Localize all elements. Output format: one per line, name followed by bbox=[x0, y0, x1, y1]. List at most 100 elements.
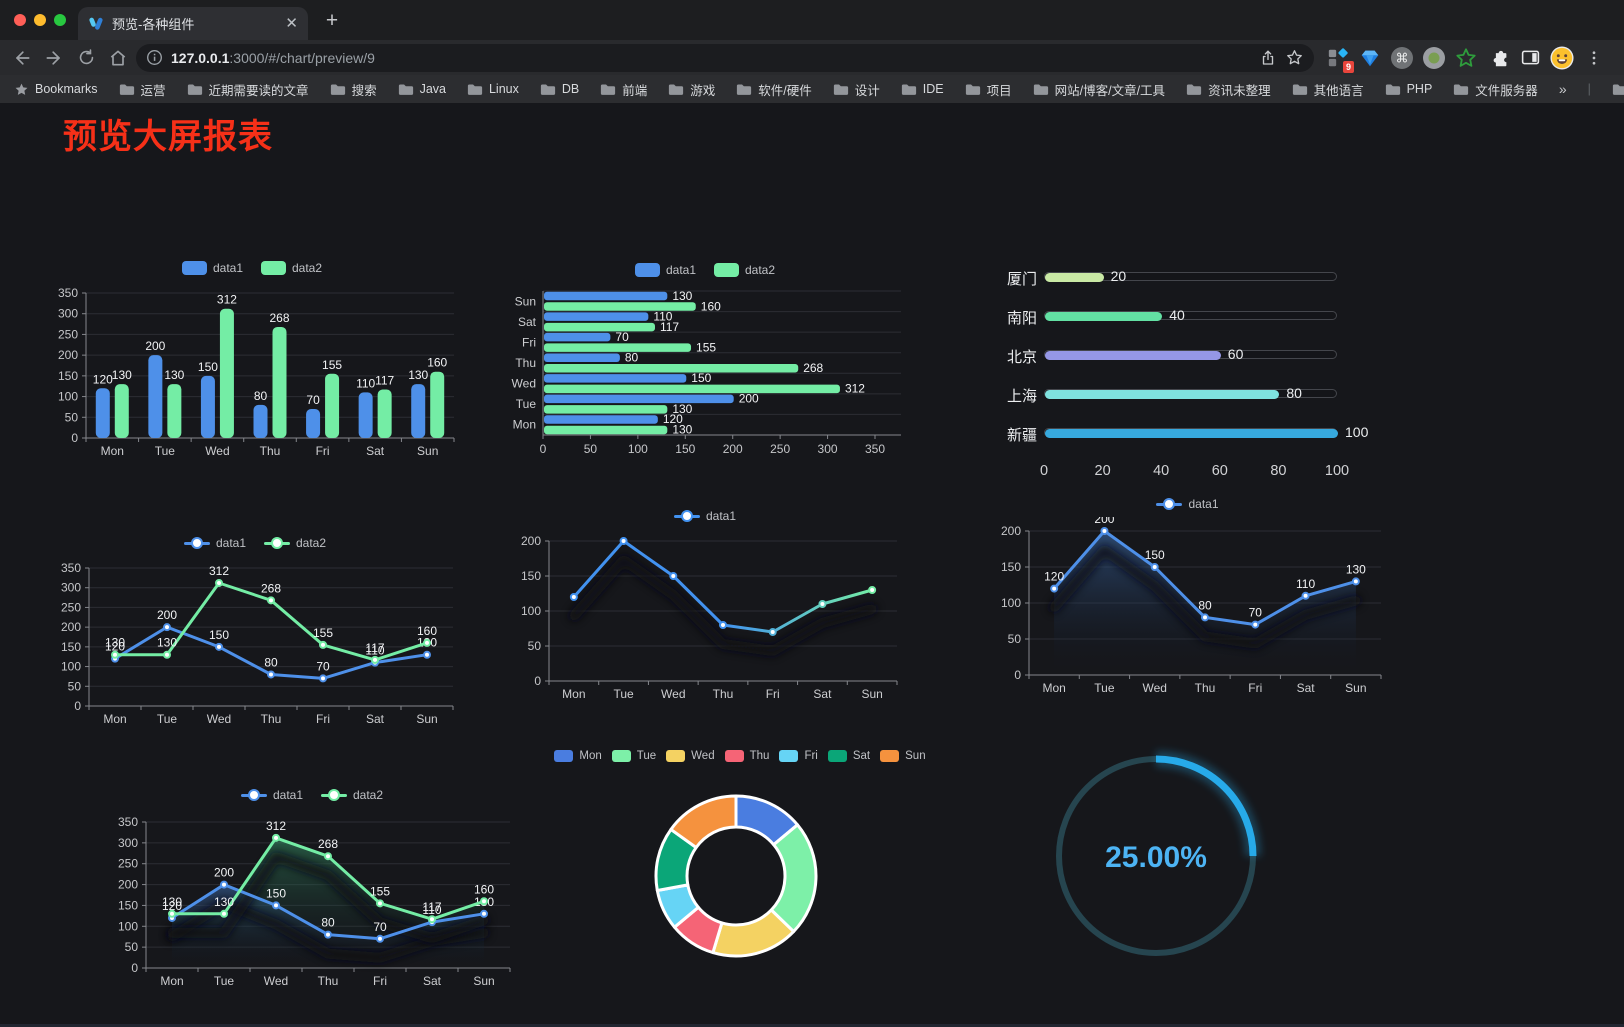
legend-item-Tue[interactable]: Tue bbox=[611, 750, 656, 762]
close-window-button[interactable] bbox=[14, 14, 26, 26]
svg-text:155: 155 bbox=[322, 358, 342, 372]
legend-item-data1[interactable]: data1 bbox=[240, 788, 303, 802]
zoom-window-button[interactable] bbox=[54, 14, 66, 26]
bookmark-folder-label: 运营 bbox=[140, 83, 166, 98]
chart-area-line[interactable]: data1 0 50 100 150 200 Mon Tue Wed Thu Fri Sat Sun 1… bbox=[985, 489, 1390, 710]
chart-plot[interactable]: 25.00% bbox=[1040, 738, 1280, 983]
progress-track[interactable] bbox=[1044, 311, 1337, 321]
bookmark-folder-label: Linux bbox=[488, 82, 519, 96]
tab-close-icon[interactable]: ✕ bbox=[285, 15, 298, 32]
chart-dual-area-line[interactable]: data1 data2 0 50 100 150 200 250 300 350 Mon Tue We… bbox=[102, 780, 522, 1001]
bookmark-folder[interactable]: 运营 bbox=[119, 80, 166, 99]
chart-dual-line[interactable]: data1 data2 0 50 100 150 200 250 300 350 Mon Tue We… bbox=[45, 528, 465, 745]
chart-horizontal-bar[interactable]: data1 data2 0 50 100 150 200 250 300 350 Sun 130 16… bbox=[505, 255, 905, 475]
share-icon[interactable] bbox=[1259, 49, 1277, 67]
legend-item-data1[interactable]: data1 bbox=[634, 263, 696, 277]
extension-command-icon[interactable]: ⌘ bbox=[1390, 46, 1414, 70]
progress-track[interactable] bbox=[1044, 428, 1338, 438]
legend-item-Sun[interactable]: Sun bbox=[880, 750, 926, 762]
folder-icon bbox=[187, 84, 202, 95]
progress-track[interactable] bbox=[1044, 389, 1337, 399]
chart-progress-bars[interactable]: 厦门 20 南阳 40 北京 60 上海 80 新疆 100 0 20 40 60 80 100 bbox=[995, 261, 1368, 491]
svg-text:Sat: Sat bbox=[366, 444, 385, 458]
legend-item-data2[interactable]: data2 bbox=[321, 788, 383, 802]
legend-item-Fri[interactable]: Fri bbox=[779, 750, 818, 762]
bookmarks-label: Bookmarks bbox=[35, 82, 98, 96]
chart-plot[interactable]: 0 50 100 150 200 250 300 350 Sun 130 160 Sat 110 117 F… bbox=[505, 283, 905, 475]
svg-text:117: 117 bbox=[375, 374, 394, 388]
chart-plot[interactable]: 0 50 100 150 200 Mon Tue Wed Thu Fri Sat Sun bbox=[505, 529, 905, 720]
chart-plot[interactable]: 0 50 100 150 200 250 300 350 Mon Tue Wed Thu Fri Sat S… bbox=[102, 808, 522, 1001]
side-panel-icon[interactable] bbox=[1518, 46, 1542, 70]
url-text[interactable]: 127.0.0.1:3000/#/chart/preview/9 bbox=[171, 50, 1251, 66]
new-tab-button[interactable]: + bbox=[325, 9, 339, 32]
bookmark-folder[interactable]: DB bbox=[540, 82, 579, 96]
extension-record-icon[interactable] bbox=[1422, 46, 1446, 70]
chart-gauge-ring[interactable]: 25.00% bbox=[1040, 738, 1280, 978]
address-bar[interactable]: 127.0.0.1:3000/#/chart/preview/9 bbox=[136, 43, 1314, 72]
browser-tab[interactable]: 预览-各种组件 ✕ bbox=[78, 7, 308, 40]
bookmark-folder[interactable]: 游戏 bbox=[668, 80, 715, 99]
svg-text:Fri: Fri bbox=[1248, 681, 1262, 695]
legend-item-data1[interactable]: data1 bbox=[1156, 497, 1219, 511]
bookmark-folder[interactable]: 其他语言 bbox=[1292, 80, 1364, 99]
extension-star-icon[interactable] bbox=[1454, 46, 1478, 70]
bookmark-folder[interactable]: 文件服务器 bbox=[1453, 80, 1538, 99]
profile-avatar[interactable] bbox=[1550, 45, 1574, 70]
home-icon[interactable] bbox=[104, 44, 132, 72]
bookmark-folder[interactable]: IDE bbox=[901, 82, 944, 96]
reload-icon[interactable] bbox=[72, 44, 100, 72]
bookmarks-overflow-chevron[interactable]: » bbox=[1558, 81, 1567, 97]
chart-plot[interactable]: 0 50 100 150 200 250 300 350 Mon Tue Wed Thu Fri Sat S… bbox=[45, 556, 465, 745]
chart-plot[interactable]: 厦门 20 南阳 40 北京 60 上海 80 新疆 100 0 20 40 60 80 100 bbox=[995, 261, 1368, 491]
legend-item-data1[interactable]: data1 bbox=[183, 536, 246, 550]
menu-kebab-icon[interactable] bbox=[1582, 46, 1606, 70]
other-bookmarks-folder[interactable]: 其他书签 bbox=[1612, 80, 1624, 99]
bookmark-folder[interactable]: 资讯未整理 bbox=[1186, 80, 1271, 99]
legend-item-Thu[interactable]: Thu bbox=[724, 750, 769, 762]
extensions-puzzle-icon[interactable] bbox=[1486, 46, 1510, 70]
bookmark-folder[interactable]: 软件/硬件 bbox=[736, 80, 812, 99]
bookmarks-manager[interactable]: Bookmarks bbox=[14, 82, 98, 97]
legend-item-data1[interactable]: data1 bbox=[181, 261, 243, 275]
back-icon[interactable] bbox=[8, 44, 36, 72]
site-info-icon[interactable] bbox=[146, 49, 163, 66]
legend-item-data2[interactable]: data2 bbox=[714, 263, 775, 277]
legend-item-data1[interactable]: data1 bbox=[673, 509, 736, 523]
svg-text:130: 130 bbox=[164, 368, 184, 382]
chart-plot[interactable]: 0 50 100 150 200 250 300 350 Mon Tue Wed Thu Fri Sat S… bbox=[42, 281, 462, 473]
bookmark-folder[interactable]: 近期需要读的文章 bbox=[187, 80, 309, 99]
progress-track[interactable] bbox=[1044, 272, 1337, 282]
bookmark-star-icon[interactable] bbox=[1285, 48, 1304, 67]
svg-text:200: 200 bbox=[214, 866, 234, 880]
progress-track[interactable] bbox=[1044, 350, 1337, 360]
chart-plot[interactable]: 0 50 100 150 200 Mon Tue Wed Thu Fri Sat Sun 120 200 1… bbox=[985, 512, 1390, 710]
minimize-window-button[interactable] bbox=[34, 14, 46, 26]
legend-item-data2[interactable]: data2 bbox=[261, 261, 322, 275]
chart-donut-pie[interactable]: Mon Tue Wed Thu Fri Sat Sun bbox=[550, 741, 930, 969]
extension-gem-icon[interactable] bbox=[1358, 46, 1382, 70]
extension-grid-icon[interactable]: 9 bbox=[1326, 46, 1354, 73]
forward-icon[interactable] bbox=[40, 44, 68, 72]
legend-item-data2[interactable]: data2 bbox=[264, 536, 326, 550]
bookmark-folder[interactable]: 项目 bbox=[965, 80, 1012, 99]
bookmark-folder-label: DB bbox=[561, 82, 580, 96]
bookmark-folder[interactable]: Linux bbox=[467, 82, 519, 96]
titlebar: 预览-各种组件 ✕ + bbox=[0, 0, 1624, 40]
chart-gradient-line[interactable]: data1 0 50 100 150 200 Mon Tue Wed Thu Fri Sat Sun bbox=[505, 501, 905, 720]
svg-text:200: 200 bbox=[145, 339, 165, 353]
folder-icon bbox=[540, 84, 555, 95]
legend-item-Wed[interactable]: Wed bbox=[666, 750, 715, 762]
bookmark-folder[interactable]: 设计 bbox=[833, 80, 880, 99]
folder-icon bbox=[467, 84, 483, 95]
legend-label: data1 bbox=[665, 263, 696, 277]
bookmark-folder[interactable]: PHP bbox=[1385, 82, 1432, 96]
chart-grouped-bar[interactable]: data1 data2 0 50 100 150 200 250 300 350 Mon Tue We… bbox=[42, 253, 462, 473]
bookmark-folder[interactable]: 网站/博客/文章/工具 bbox=[1033, 80, 1165, 99]
bookmark-folder[interactable]: 前端 bbox=[600, 80, 647, 99]
legend-item-Mon[interactable]: Mon bbox=[554, 750, 602, 762]
bookmark-folder[interactable]: 搜索 bbox=[330, 80, 377, 99]
bookmark-folder[interactable]: Java bbox=[398, 82, 446, 96]
legend-item-Sat[interactable]: Sat bbox=[827, 750, 870, 762]
chart-plot[interactable] bbox=[550, 769, 930, 969]
